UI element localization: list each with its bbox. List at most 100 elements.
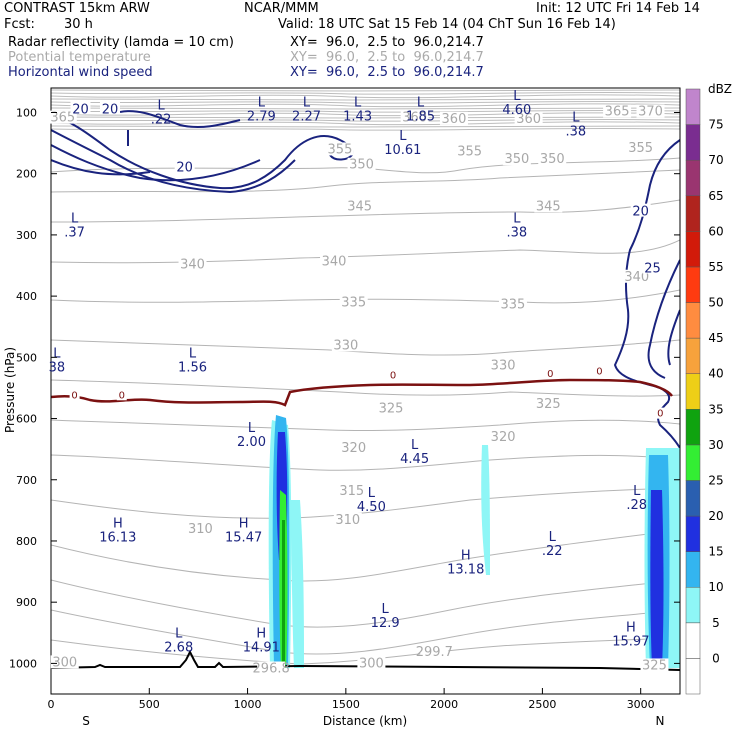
theta-label-bg: [455, 144, 484, 158]
colorbar-label: 35: [708, 402, 723, 416]
theta-label-bg: [640, 658, 669, 672]
extremum-marker: H: [239, 517, 249, 532]
extremum-marker: L: [411, 438, 419, 453]
theta-contour-upper: [51, 107, 680, 110]
extremum-value: 4.60: [502, 103, 531, 118]
theta-label-bg: [377, 401, 406, 415]
extremum-marker: L: [189, 346, 197, 361]
extremum-marker: L: [513, 212, 521, 227]
theta-label: 325: [536, 397, 561, 412]
theta-label: 300: [359, 657, 384, 672]
extremum-value: 4.45: [400, 452, 429, 467]
extremum-marker: L: [549, 530, 557, 545]
extremum-value: 14.91: [243, 641, 280, 656]
fcst-label: Fcst:: [4, 17, 35, 32]
freezing-label-bg: [545, 367, 556, 379]
extremum-value: .22: [151, 112, 172, 127]
theta-label-bg: [331, 338, 360, 352]
y-tick-label: 900: [16, 596, 37, 609]
colorbar-swatch: [685, 586, 701, 624]
freezing-label-bg: [594, 365, 605, 377]
theta-label-bg: [186, 521, 215, 535]
wind-label-bg: [630, 203, 651, 217]
theta-label-bg: [50, 655, 79, 669]
theta-label: 340: [180, 258, 205, 273]
extremum-value: 2.79: [247, 109, 276, 124]
extremum-value: 1.43: [343, 109, 372, 124]
colorbar-label: 55: [708, 260, 723, 274]
theta-label: 360: [402, 111, 427, 126]
theta-label-bg: [257, 661, 286, 675]
extremum-marker: L: [248, 421, 256, 436]
wind-label-bg: [70, 101, 91, 115]
extremum-marker: L: [513, 89, 521, 104]
extremum-value: 2.68: [164, 641, 193, 656]
extremum-marker: L: [354, 95, 362, 110]
colorbar-swatch: [685, 658, 701, 695]
colorbar-label: 50: [708, 296, 723, 310]
extremum-value: 15.47: [225, 531, 262, 546]
valid-time: Valid: 18 UTC Sat 15 Feb 14 (04 ChT Sun …: [278, 17, 616, 32]
wind-speed-label: 20: [176, 161, 193, 176]
colorbar-swatch: [685, 88, 701, 125]
theta-label: 360: [442, 112, 467, 127]
wind-speed-label: 25: [644, 262, 661, 277]
colorbar-label: 20: [708, 509, 723, 523]
colorbar-label: 75: [708, 118, 723, 132]
colorbar-label: 70: [708, 153, 723, 167]
extremum-marker: L: [53, 346, 61, 361]
colorbar-label: 10: [708, 580, 723, 594]
theta-label-bg: [357, 656, 386, 670]
theta-label: 355: [328, 142, 353, 157]
freezing-level-label: 0: [119, 390, 125, 401]
wind-label-bg: [642, 260, 663, 274]
extremum-value: 10.61: [384, 143, 421, 158]
extremum-value: 15.97: [612, 635, 649, 650]
field-name-wind: Horizontal wind speed: [8, 65, 153, 80]
theta-label: 350: [504, 152, 529, 167]
theta-label: 330: [333, 338, 358, 353]
extremum-value: .37: [64, 226, 85, 241]
theta-label: 300: [52, 655, 77, 670]
freezing-level-line: [51, 378, 674, 407]
colorbar-swatch: [685, 302, 701, 339]
extremum-marker: L: [572, 111, 580, 126]
theta-label: 365: [50, 111, 75, 126]
theta-label: 310: [335, 513, 360, 528]
plot-area: [51, 88, 680, 694]
theta-label-bg: [337, 484, 366, 497]
colorbar-swatch: [685, 551, 701, 588]
field-xy-theta: XY= 96.0, 2.5 to 96.0,214.7: [290, 50, 484, 65]
freezing-level-label: 0: [390, 371, 396, 382]
theta-label: 325: [379, 401, 404, 416]
theta-label: 310: [188, 522, 213, 537]
colorbar-swatch: [685, 159, 701, 197]
extremum-value: .38: [507, 226, 528, 241]
south-label: S: [82, 714, 90, 728]
y-tick-label: 100: [16, 106, 37, 119]
colorbar-label: 65: [708, 189, 723, 203]
freezing-level-label: 0: [547, 369, 553, 380]
theta-label: 320: [491, 430, 516, 445]
extremum-value: .38: [565, 125, 586, 140]
theta-contours-upper: [51, 89, 680, 131]
plot-frame: [50, 87, 681, 695]
theta-contour-upper: [51, 89, 680, 92]
theta-label-bg: [498, 297, 527, 311]
y-tick-label: 200: [16, 168, 37, 181]
extremum-marker: L: [303, 95, 311, 110]
theta-label: 340: [322, 254, 347, 269]
colorbar-swatch: [685, 409, 701, 446]
theta-label: 345: [347, 199, 372, 214]
theta-label: 325: [642, 658, 667, 673]
extremum-marker: L: [417, 95, 425, 110]
colorbar-label: 15: [708, 545, 723, 559]
extremum-marker: H: [113, 517, 123, 532]
extremum-marker: L: [258, 95, 266, 110]
theta-label-bg: [48, 110, 77, 124]
theta-label-bg: [347, 157, 376, 171]
x-tick-label: 500: [139, 698, 160, 711]
theta-label-bg: [439, 111, 468, 125]
wind-speed-label: 20: [632, 205, 649, 220]
